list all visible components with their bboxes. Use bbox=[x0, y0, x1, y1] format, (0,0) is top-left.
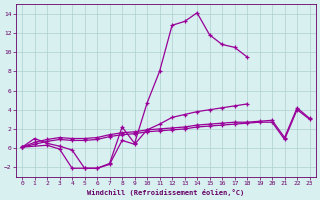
X-axis label: Windchill (Refroidissement éolien,°C): Windchill (Refroidissement éolien,°C) bbox=[87, 189, 244, 196]
